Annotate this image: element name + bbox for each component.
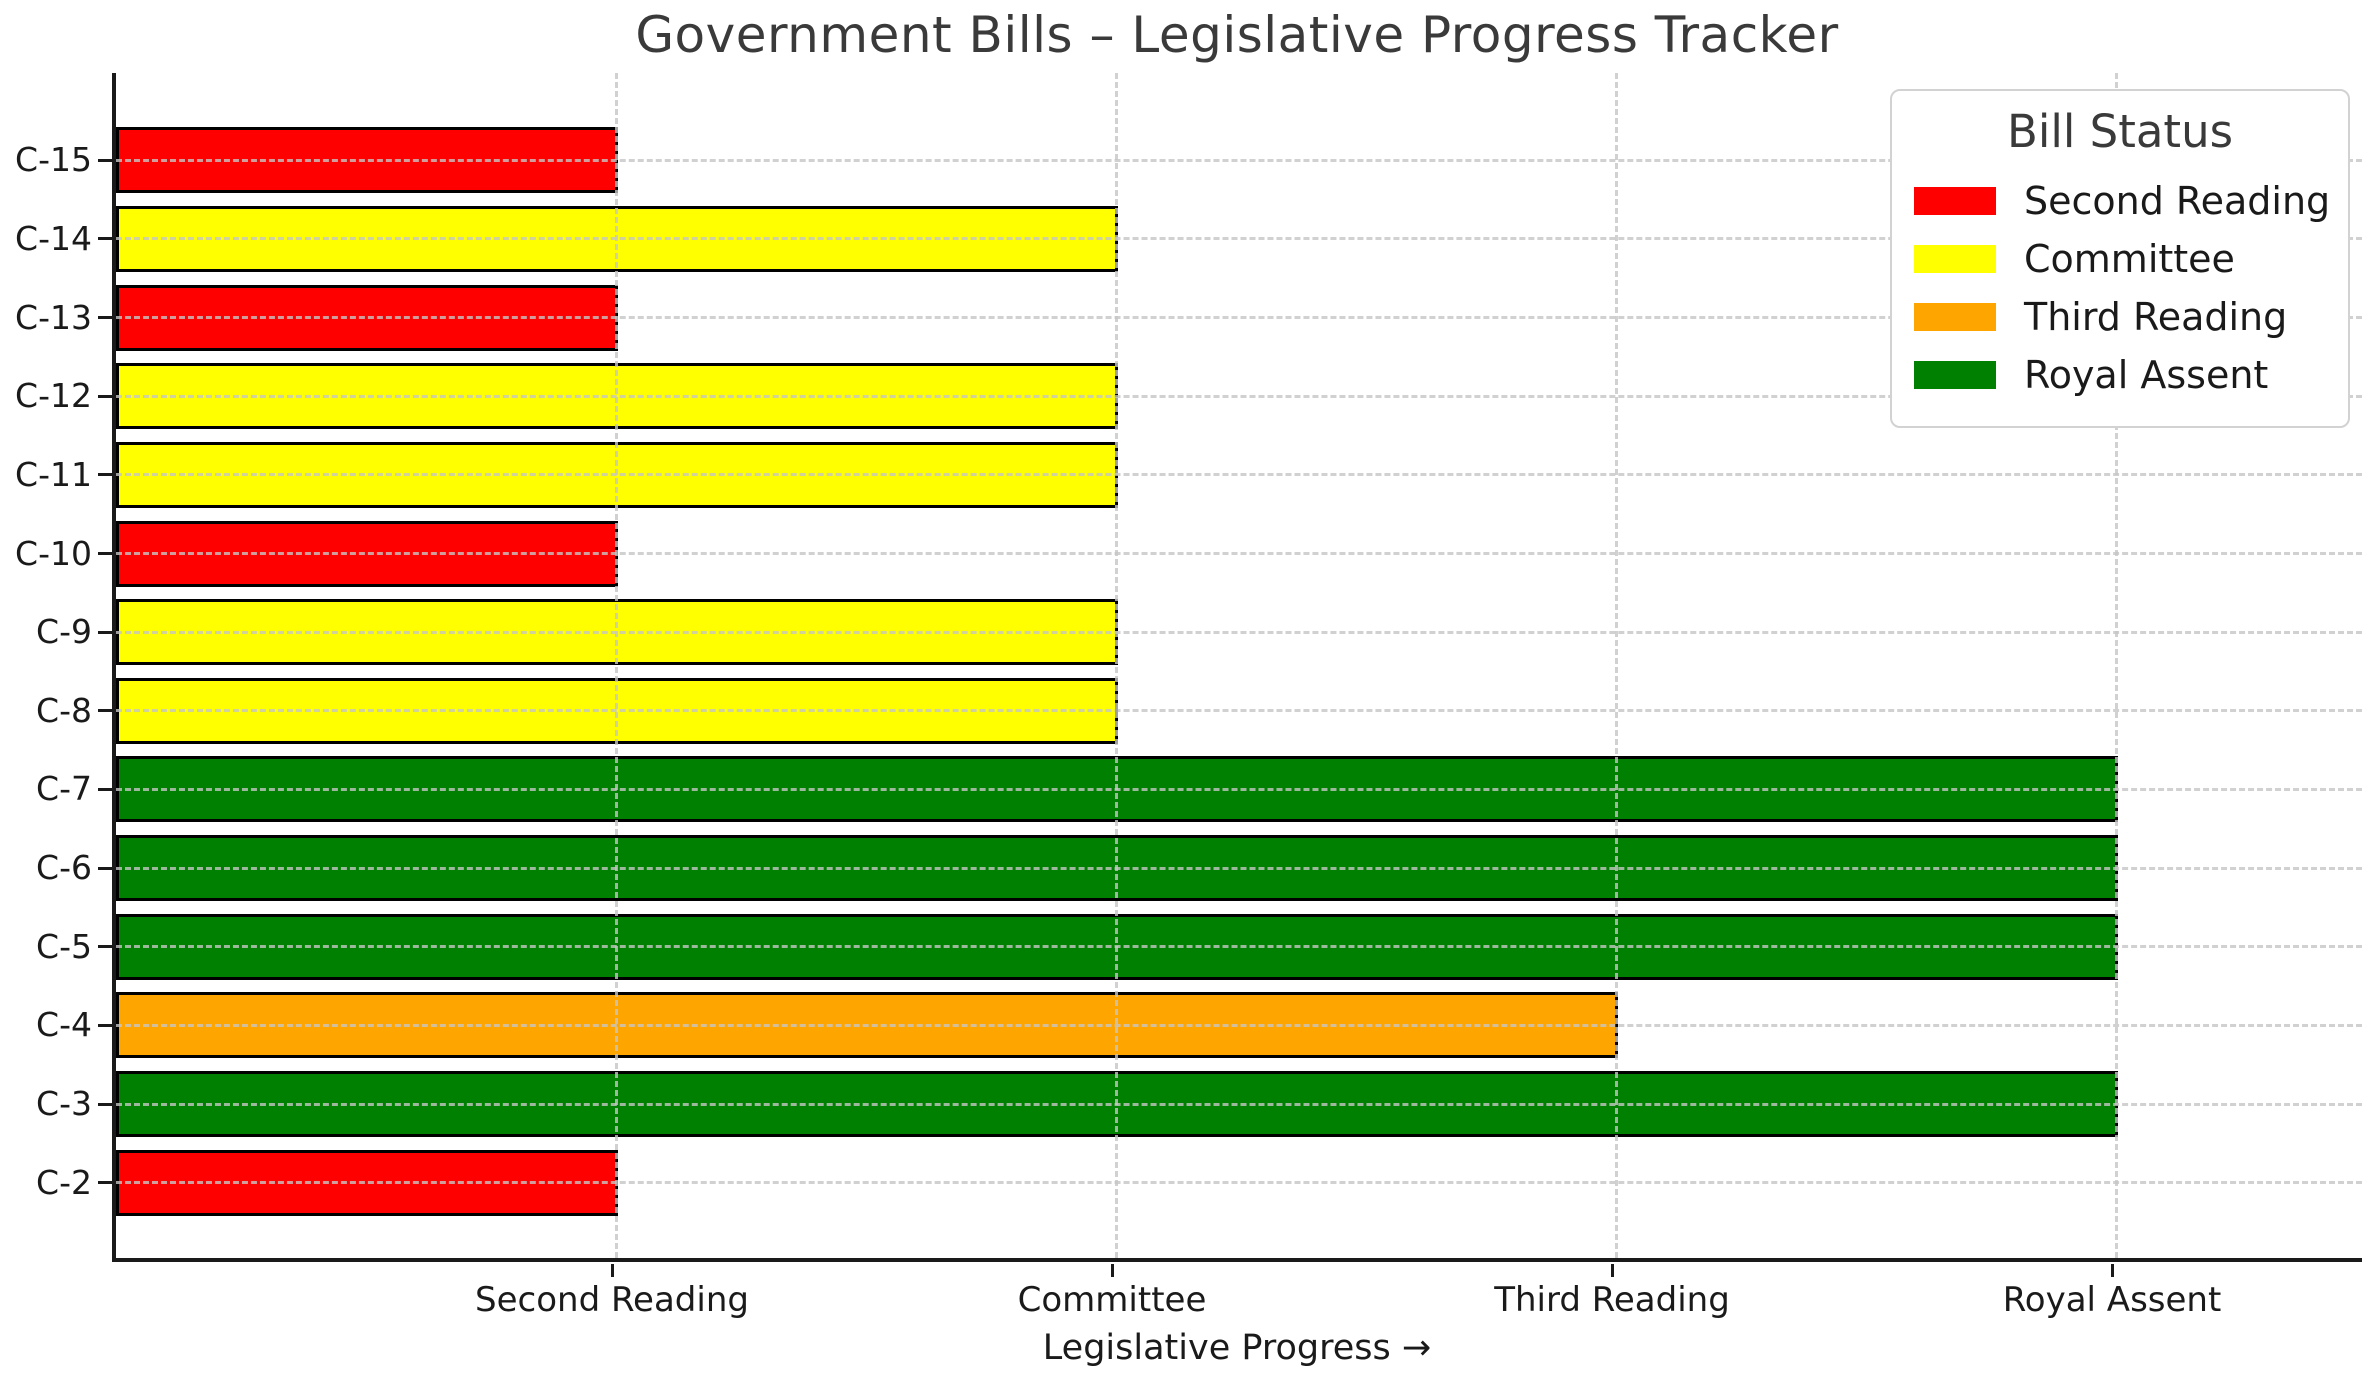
horizontal-gridline bbox=[116, 316, 2362, 320]
y-tick-mark bbox=[98, 787, 112, 791]
y-tick-mark bbox=[98, 866, 112, 870]
y-tick-label: C-11 bbox=[15, 454, 92, 494]
y-tick-mark bbox=[98, 552, 112, 556]
horizontal-gridline bbox=[116, 1023, 2362, 1027]
vertical-gridline bbox=[2114, 73, 2118, 1258]
horizontal-gridline bbox=[116, 237, 2362, 241]
y-tick-label: C-7 bbox=[36, 769, 92, 809]
legend-entry-label: Second Reading bbox=[2024, 179, 2331, 223]
x-tick-mark bbox=[2110, 1264, 2114, 1277]
horizontal-gridline bbox=[116, 866, 2362, 870]
legend-swatch-second-reading bbox=[1914, 187, 1996, 215]
horizontal-gridline bbox=[116, 552, 2362, 556]
legend: Bill Status Second Reading Committee Third… bbox=[1890, 89, 2350, 428]
y-tick-label: C-8 bbox=[36, 690, 92, 730]
y-tick-mark bbox=[98, 945, 112, 949]
x-tick-label: Committee bbox=[1017, 1280, 1207, 1320]
legend-entry-label: Committee bbox=[2024, 237, 2235, 281]
y-tick-mark bbox=[98, 316, 112, 320]
horizontal-gridline bbox=[116, 158, 2362, 162]
legend-entry-label: Third Reading bbox=[2024, 295, 2288, 339]
vertical-gridline bbox=[1114, 73, 1118, 1258]
x-axis-label: Legislative Progress → bbox=[1042, 1328, 1432, 1368]
legend-entry: Third Reading bbox=[1892, 288, 2348, 346]
x-tick-mark bbox=[610, 1264, 614, 1277]
y-tick-label: C-13 bbox=[15, 297, 92, 337]
legend-swatch-committee bbox=[1914, 245, 1996, 273]
y-tick-label: C-15 bbox=[15, 140, 92, 180]
x-tick-label: Royal Assent bbox=[2002, 1280, 2222, 1320]
y-tick-label: C-10 bbox=[15, 533, 92, 573]
y-tick-label: C-6 bbox=[36, 848, 92, 888]
y-tick-mark bbox=[98, 1102, 112, 1106]
y-tick-mark bbox=[98, 473, 112, 477]
legend-entries: Second Reading Committee Third Reading Roya… bbox=[1892, 172, 2348, 404]
y-tick-label: C-3 bbox=[36, 1084, 92, 1124]
vertical-gridline bbox=[1614, 73, 1618, 1258]
horizontal-gridline bbox=[116, 709, 2362, 713]
horizontal-gridline bbox=[116, 630, 2362, 634]
x-tick-label: Third Reading bbox=[1494, 1280, 1730, 1320]
legend-entry: Committee bbox=[1892, 230, 2348, 288]
chart-title: Government Bills – Legislative Progress … bbox=[635, 6, 1839, 64]
y-tick-label: C-5 bbox=[36, 926, 92, 966]
y-tick-label: C-2 bbox=[36, 1162, 92, 1202]
y-tick-mark bbox=[98, 394, 112, 398]
y-tick-label: C-14 bbox=[15, 218, 92, 258]
legend-entry: Royal Assent bbox=[1892, 346, 2348, 404]
legend-entry: Second Reading bbox=[1892, 172, 2348, 230]
horizontal-gridline bbox=[116, 945, 2362, 949]
y-tick-mark bbox=[98, 237, 112, 241]
legend-title: Bill Status bbox=[2006, 105, 2234, 158]
horizontal-gridline bbox=[116, 787, 2362, 791]
y-tick-label: C-4 bbox=[36, 1005, 92, 1045]
y-tick-label: C-9 bbox=[36, 612, 92, 652]
horizontal-gridline bbox=[116, 473, 2362, 477]
horizontal-gridline bbox=[116, 394, 2362, 398]
y-tick-mark bbox=[98, 709, 112, 713]
y-tick-mark bbox=[98, 630, 112, 634]
plot-area bbox=[112, 73, 2362, 1262]
x-tick-mark bbox=[1610, 1264, 1614, 1277]
x-tick-mark bbox=[1110, 1264, 1114, 1277]
horizontal-gridline bbox=[116, 1102, 2362, 1106]
horizontal-gridline bbox=[116, 1181, 2362, 1185]
legend-entry-label: Royal Assent bbox=[2024, 353, 2269, 397]
y-tick-mark bbox=[98, 1181, 112, 1185]
legend-swatch-third-reading bbox=[1914, 303, 1996, 331]
x-tick-label: Second Reading bbox=[475, 1280, 749, 1320]
vertical-gridline bbox=[614, 73, 618, 1258]
y-tick-label: C-12 bbox=[15, 376, 92, 416]
y-tick-mark bbox=[98, 158, 112, 162]
legend-swatch-royal-assent bbox=[1914, 361, 1996, 389]
y-tick-mark bbox=[98, 1023, 112, 1027]
